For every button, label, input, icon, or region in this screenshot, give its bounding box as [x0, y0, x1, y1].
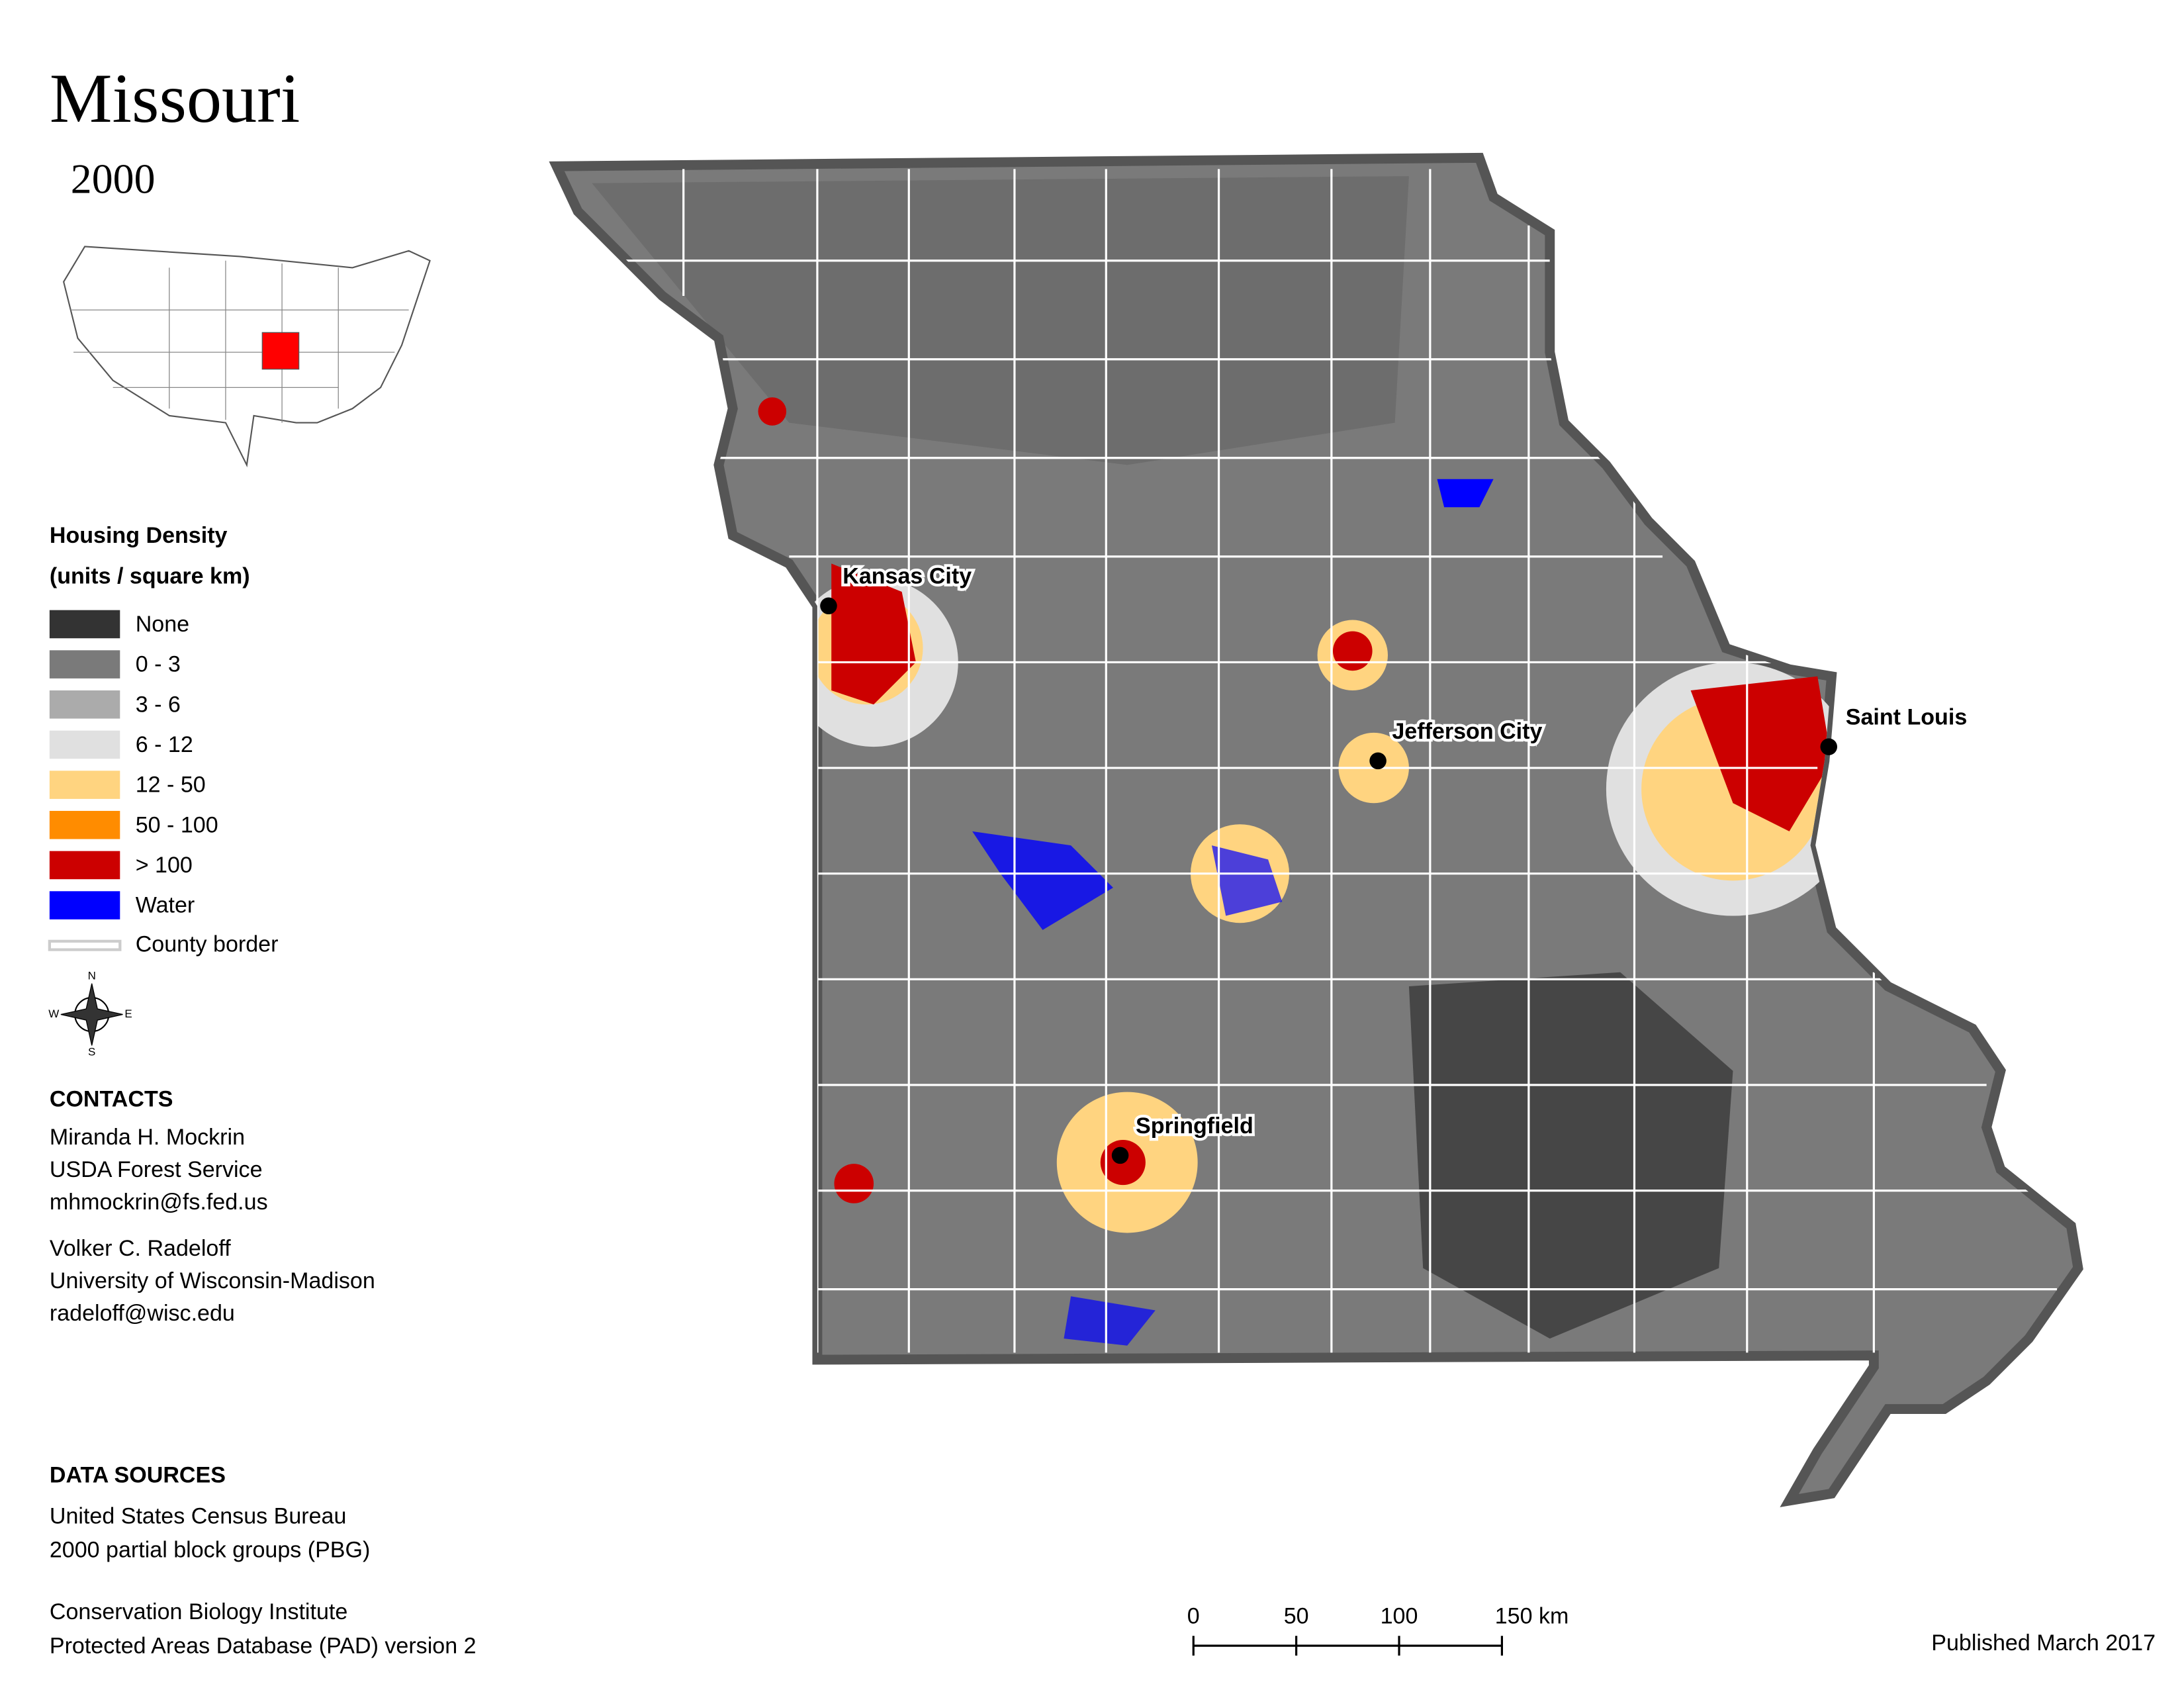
legend-subtitle: (units / square km): [50, 564, 250, 589]
legend-border-swatch: [48, 939, 122, 951]
compass: N E S W: [48, 970, 132, 1058]
legend-label: 3 - 6: [136, 692, 181, 717]
city-label: Springfield: [1136, 1113, 1253, 1139]
legend-label: 12 - 50: [136, 773, 206, 798]
legend-swatch: [49, 771, 120, 799]
compass-s: S: [88, 1046, 95, 1058]
city-label: Jefferson City: [1392, 719, 1542, 744]
legend-label: Water: [136, 893, 195, 918]
legend-label: 50 - 100: [136, 812, 218, 837]
scale-bar: 0 50 100 150 km: [1187, 1604, 1569, 1656]
legend-swatch: [49, 610, 120, 639]
source-line: 2000 partial block groups (PBG): [50, 1538, 370, 1563]
source-line: Conservation Biology Institute: [50, 1599, 347, 1624]
city-label: Kansas City: [842, 564, 972, 589]
contact-line: radeloff@wisc.edu: [50, 1301, 235, 1326]
city-marker: [1111, 1147, 1129, 1164]
source-line: United States Census Bureau: [50, 1503, 347, 1528]
legend-label: > 100: [136, 853, 193, 878]
scale-label: 0: [1187, 1604, 1200, 1629]
legend-label: 0 - 3: [136, 652, 181, 677]
compass-e: E: [124, 1008, 132, 1020]
published: Published March 2017: [1931, 1630, 2156, 1656]
city-marker: [1820, 738, 1838, 755]
contact-line: Volker C. Radeloff: [50, 1236, 231, 1261]
contact-line: Miranda H. Mockrin: [50, 1125, 245, 1150]
map-year: 2000: [71, 155, 156, 202]
scale-label: 50: [1284, 1604, 1309, 1629]
legend-swatch: [49, 810, 120, 839]
sources-title: DATA SOURCES: [50, 1463, 226, 1488]
legend-swatch: [49, 650, 120, 679]
compass-n: N: [88, 970, 96, 982]
legend-swatch: [49, 891, 120, 919]
scale-label: 150 km: [1495, 1604, 1569, 1629]
contacts-title: CONTACTS: [50, 1086, 173, 1111]
legend-swatch: [49, 690, 120, 719]
legend-label: County border: [136, 931, 279, 957]
legend-label: 6 - 12: [136, 732, 193, 757]
contact-line: mhmockrin@fs.fed.us: [50, 1190, 268, 1215]
source-line: Protected Areas Database (PAD) version 2: [50, 1633, 477, 1658]
legend-swatch: [49, 851, 120, 880]
contact-line: USDA Forest Service: [50, 1157, 263, 1182]
city-label: Saint Louis: [1846, 705, 1967, 730]
us-inset: [63, 246, 431, 467]
legend-label: None: [136, 612, 189, 637]
city-marker: [1369, 752, 1387, 770]
city-marker: [820, 597, 837, 615]
map-title: Missouri: [50, 60, 300, 138]
contact-line: University of Wisconsin-Madison: [50, 1268, 375, 1293]
state-map: Kansas City Jefferson City Saint Louis Spri…: [557, 158, 2078, 1501]
compass-w: W: [48, 1008, 59, 1020]
legend-swatch: [49, 730, 120, 759]
legend-title: Housing Density: [50, 523, 228, 548]
scale-label: 100: [1381, 1604, 1418, 1629]
